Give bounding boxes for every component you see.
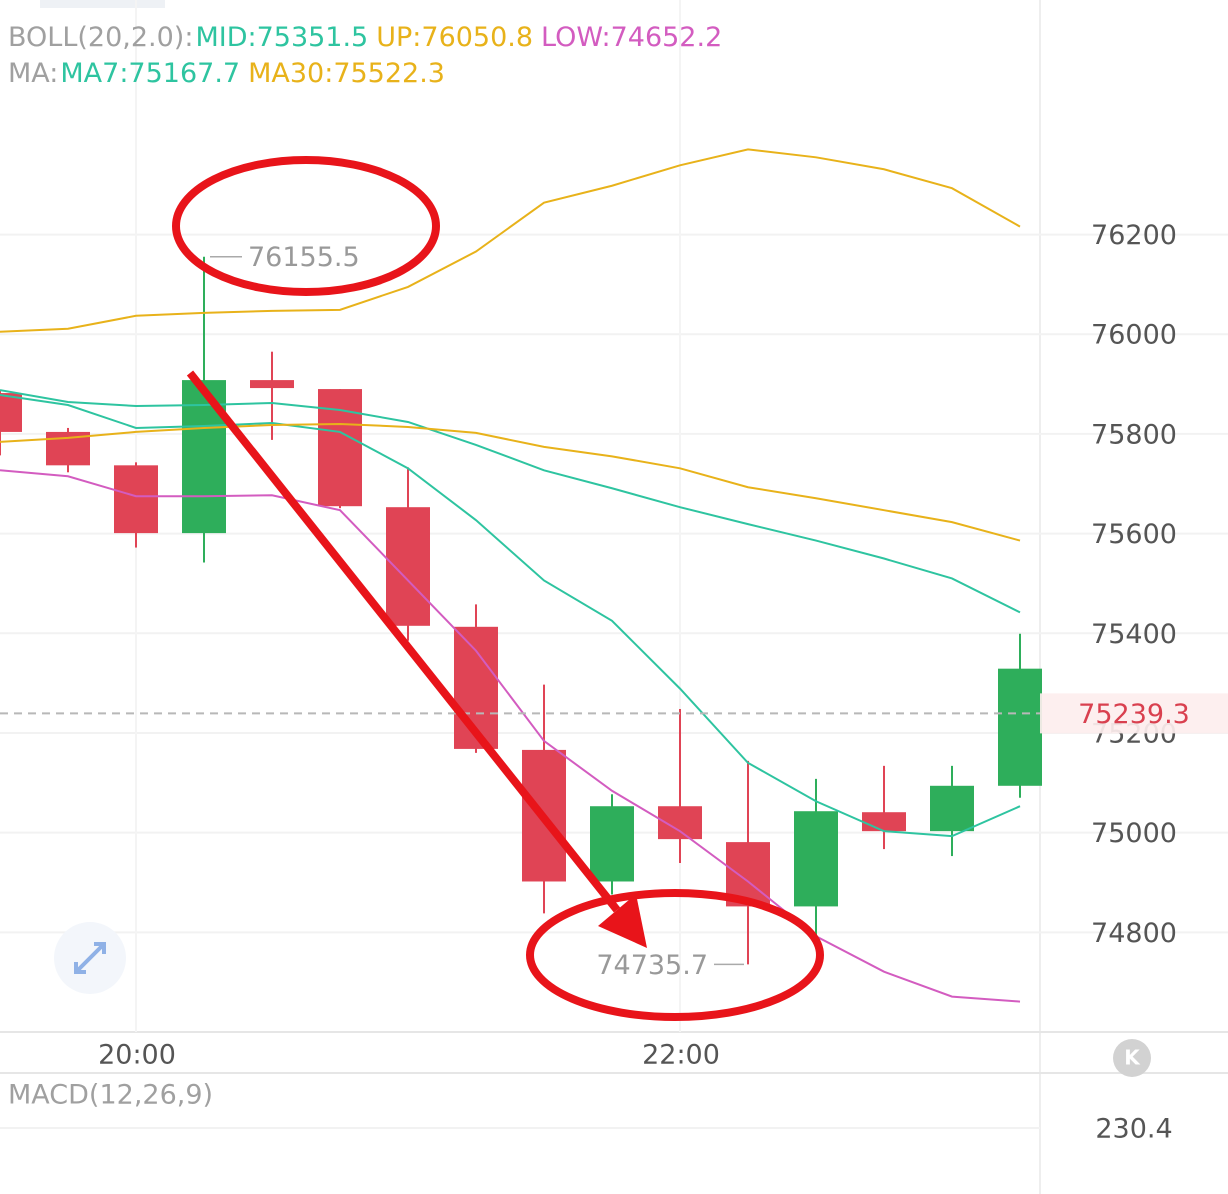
legend-row: BOLL(20,2.0):MID:75351.5 UP:76050.8 LOW:74… <box>8 20 730 56</box>
macd-tick-label: 230.4 <box>1095 1114 1172 1145</box>
expand-icon[interactable] <box>54 922 126 994</box>
macd-label: MACD(12,26,9) <box>8 1080 213 1111</box>
y-tick-label: 75400 <box>1091 619 1177 650</box>
y-tick-label: 74800 <box>1091 918 1177 949</box>
legend-group-label: BOLL(20,2.0): <box>8 22 194 53</box>
plot: 7480075000752007540075600758007600076200… <box>0 0 1228 1071</box>
candle-body <box>182 380 226 534</box>
k-button[interactable]: K <box>1113 1039 1151 1077</box>
y-tick-label: 75000 <box>1091 818 1177 849</box>
arrow-head <box>598 894 647 948</box>
last-price-label: 75239.3 <box>1078 699 1190 730</box>
legend: BOLL(20,2.0):MID:75351.5 UP:76050.8 LOW:74… <box>8 20 730 92</box>
expand-glyph <box>74 942 106 974</box>
last-price-bg <box>1040 693 1228 734</box>
indicator-line <box>0 148 1021 333</box>
candle-body <box>794 811 838 907</box>
candle-body <box>318 389 362 507</box>
tab-indicator <box>40 0 165 8</box>
y-tick-label: 76200 <box>1091 220 1177 251</box>
indicator-line <box>0 394 1021 838</box>
annotations <box>172 156 824 1021</box>
legend-row: MA:MA7:75167.7 MA30:75522.3 <box>8 56 730 92</box>
candle-body <box>590 806 634 882</box>
candle-body <box>862 812 906 832</box>
legend-entry: LOW:74652.2 <box>541 22 723 53</box>
legend-entry: MA7:75167.7 <box>60 58 241 89</box>
y-tick-label: 76000 <box>1091 320 1177 351</box>
candle-body <box>114 465 158 534</box>
x-tick-label: 22:00 <box>642 1040 720 1071</box>
legend-entry: UP:76050.8 <box>376 22 534 53</box>
indicator-line <box>0 422 1021 542</box>
low-marker-label: 74735.7 <box>596 950 708 981</box>
legend-group-label: MA: <box>8 58 59 89</box>
candle-body <box>386 507 430 626</box>
candle-body <box>998 668 1042 786</box>
legend-entry: MID:75351.5 <box>195 22 369 53</box>
candle-body <box>0 393 22 432</box>
y-tick-label: 75600 <box>1091 519 1177 550</box>
k-button-bg[interactable] <box>1113 1039 1151 1077</box>
k-button-label: K <box>1124 1046 1141 1070</box>
legend-entry: MA30:75522.3 <box>248 58 445 89</box>
candle-body <box>930 785 974 832</box>
indicator-line <box>0 389 1021 614</box>
y-tick-label: 75800 <box>1091 419 1177 450</box>
highlight-ellipse <box>526 889 824 1021</box>
x-tick-label: 20:00 <box>98 1040 176 1071</box>
candle-body <box>250 380 294 389</box>
indicator-line <box>0 469 1021 1003</box>
high-marker-label: 76155.5 <box>248 242 360 273</box>
highlight-ellipse <box>172 156 440 296</box>
arrow-shaft <box>186 370 621 913</box>
